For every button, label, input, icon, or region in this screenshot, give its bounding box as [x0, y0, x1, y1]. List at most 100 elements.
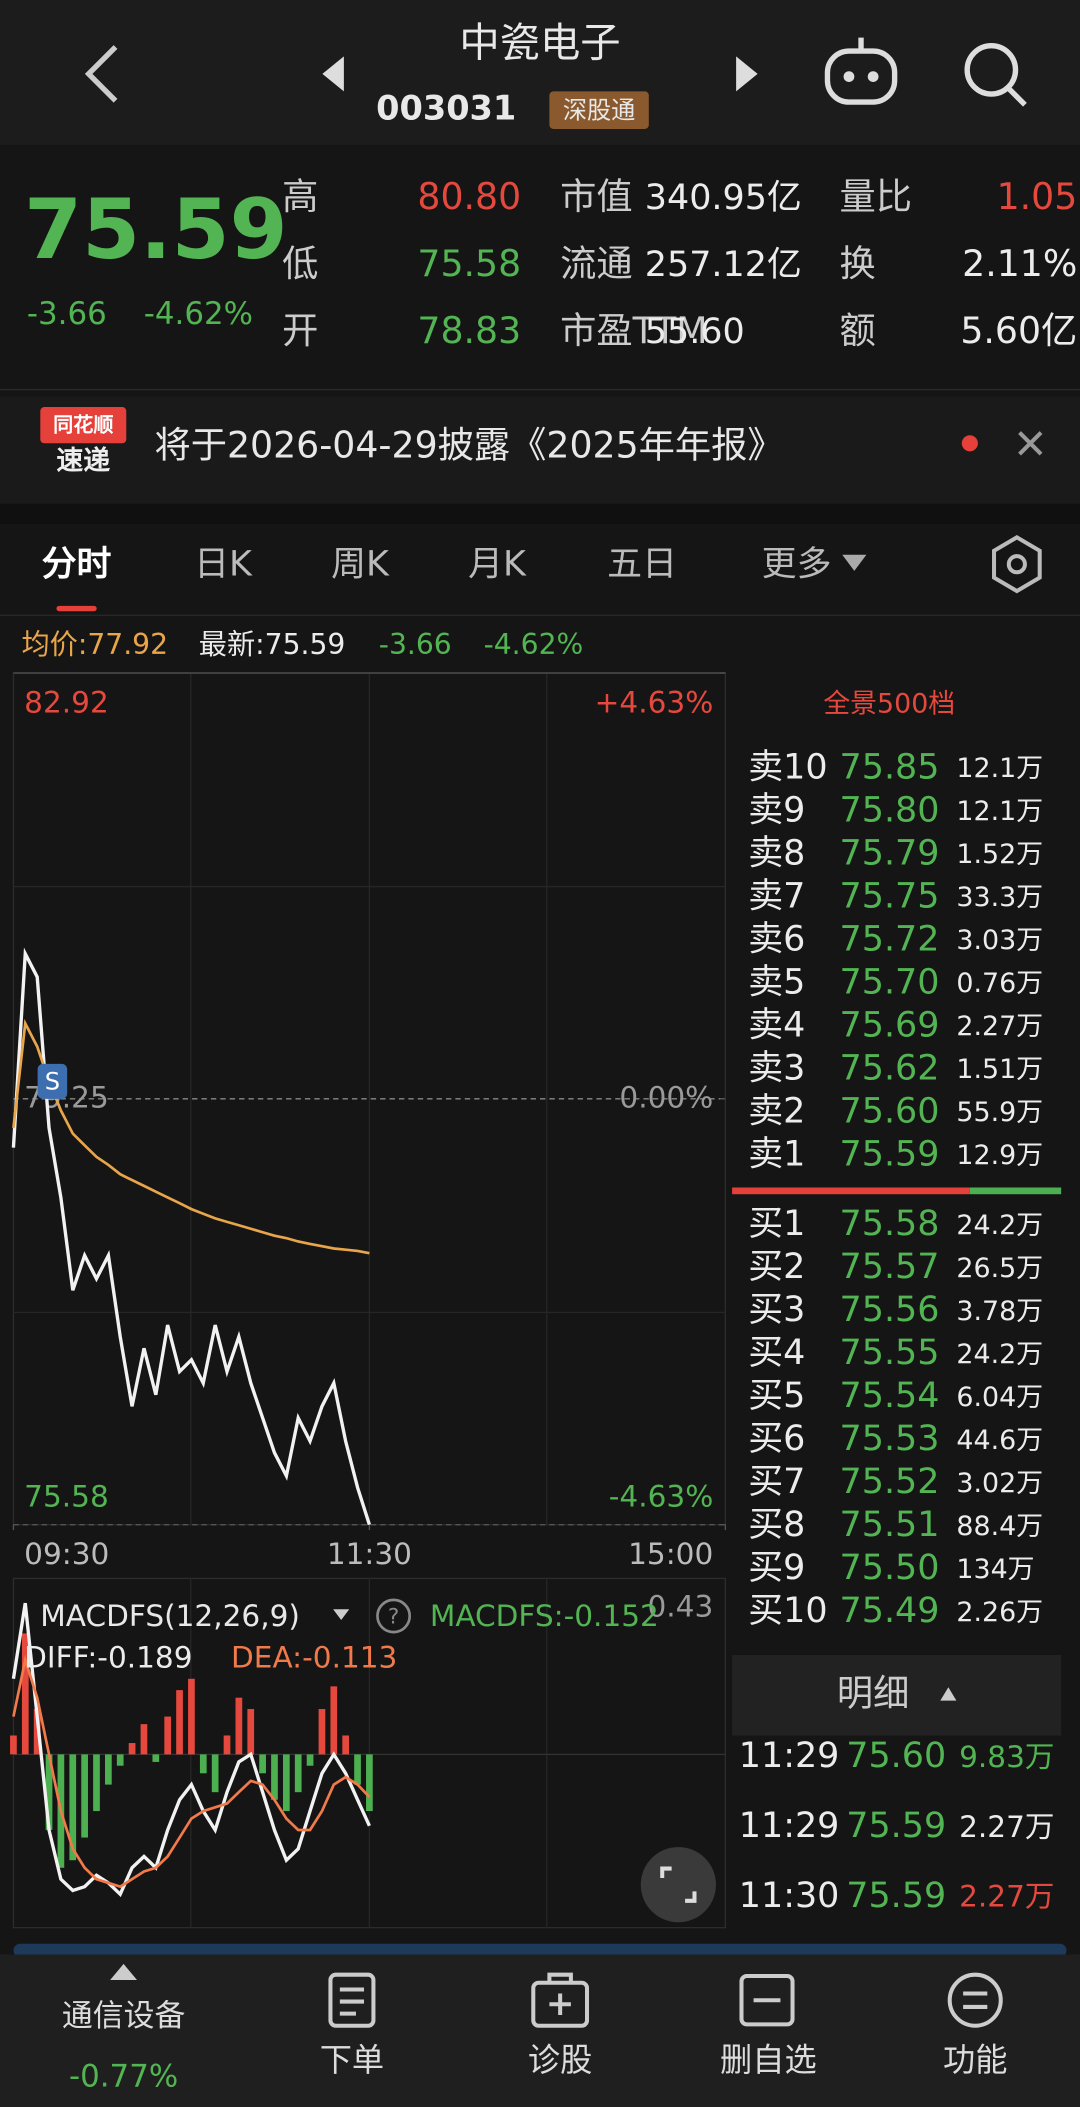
- tab[interactable]: 月K: [468, 545, 527, 585]
- stat-value: 75.58: [417, 242, 521, 285]
- level-label: 买4: [748, 1333, 805, 1373]
- latest-price: 最新:75.59: [199, 628, 346, 661]
- macd-bar: [282, 1754, 290, 1812]
- help-mark: ?: [388, 1604, 399, 1629]
- level-volume: 55.9万: [956, 1097, 1043, 1128]
- level-price: 75.70: [840, 962, 940, 1002]
- fullscreen-button[interactable]: [640, 1847, 716, 1923]
- stat-value: 340.95亿: [645, 178, 802, 218]
- level-label: 买9: [748, 1548, 805, 1588]
- order-book-title[interactable]: 全景500档: [823, 689, 955, 720]
- news-text[interactable]: 将于2026-04-29披露《2025年年报》: [154, 423, 783, 466]
- trade-price: 75.60: [846, 1736, 946, 1776]
- level-label: 买3: [748, 1290, 805, 1330]
- news-bar[interactable]: [0, 396, 1080, 504]
- trade-volume: 2.27万: [959, 1880, 1054, 1914]
- macd-bar: [342, 1735, 350, 1755]
- macd-bar: [128, 1743, 136, 1755]
- scroll-strip: [13, 1943, 1067, 1958]
- nav-item[interactable]: 功能: [943, 2041, 1007, 2079]
- level-volume: 0.76万: [956, 968, 1043, 999]
- level-label: 卖7: [748, 876, 805, 916]
- stock-code: 003031: [376, 89, 516, 128]
- sector-change: -0.77%: [69, 2059, 178, 2095]
- level-price: 75.56: [840, 1290, 940, 1330]
- close-button[interactable]: [1018, 431, 1043, 456]
- level-label: 买2: [748, 1247, 805, 1287]
- change-percent: -4.62%: [144, 296, 253, 332]
- nav-item[interactable]: 删自选: [720, 2041, 817, 2079]
- macd-bar: [69, 1754, 77, 1861]
- signal-badge[interactable]: [37, 1063, 68, 1099]
- macd-title[interactable]: MACDFS(12,26,9): [40, 1599, 300, 1633]
- level-price: 75.69: [840, 1005, 940, 1045]
- details-title[interactable]: 明细: [837, 1671, 910, 1714]
- robot-icon[interactable]: [824, 37, 898, 105]
- macd-bar: [81, 1754, 88, 1838]
- unread-dot: [961, 435, 978, 452]
- price-line: [11, 1602, 371, 1898]
- tab[interactable]: 更多: [762, 545, 832, 585]
- level-price: 75.72: [840, 919, 940, 959]
- level-volume: 2.26万: [956, 1597, 1043, 1628]
- level-price: 75.79: [840, 833, 940, 873]
- x-tick-label: 15:00: [628, 1537, 713, 1571]
- macd-bar: [140, 1724, 148, 1755]
- trade-time: 11:29: [739, 1806, 840, 1846]
- details-header[interactable]: [732, 1654, 1062, 1736]
- level-price: 75.60: [840, 1091, 940, 1131]
- search-icon[interactable]: [964, 42, 1027, 107]
- stat-value: 55.60: [645, 312, 745, 352]
- macd-bar: [116, 1754, 124, 1766]
- nav-item[interactable]: 下单: [320, 2041, 384, 2079]
- sector-name[interactable]: 通信设备: [62, 1998, 186, 2034]
- level-volume: 6.04万: [956, 1382, 1043, 1413]
- badge-top: 同花顺: [53, 412, 113, 436]
- settings-icon-center: [1006, 554, 1027, 575]
- level-volume: 44.6万: [956, 1425, 1043, 1456]
- price: 75.59: [24, 181, 287, 278]
- tab[interactable]: 分时: [42, 545, 112, 585]
- back-button[interactable]: [84, 45, 118, 103]
- macd-bar: [366, 1754, 373, 1812]
- level-label: 卖8: [748, 833, 805, 873]
- change-percent: -4.62%: [484, 628, 584, 661]
- level-price: 75.58: [840, 1204, 940, 1244]
- macd-bar: [259, 1754, 266, 1774]
- change: -3.66: [27, 296, 107, 332]
- settings-icon[interactable]: [992, 534, 1042, 594]
- badge-top-bg: [40, 407, 127, 444]
- macd-bar: [45, 1754, 53, 1830]
- prev-stock[interactable]: [322, 56, 344, 92]
- help-icon[interactable]: [376, 1598, 412, 1634]
- level-label: 卖5: [748, 962, 805, 1002]
- stat-value: 257.12亿: [645, 245, 802, 285]
- trade-volume: 9.83万: [959, 1740, 1054, 1774]
- trade-price: 75.59: [846, 1806, 946, 1846]
- level-price: 75.75: [840, 876, 940, 916]
- details-arrow: [940, 1687, 957, 1701]
- level-volume: 24.2万: [956, 1210, 1043, 1241]
- macd-bar: [330, 1686, 338, 1755]
- tab[interactable]: 周K: [331, 545, 390, 585]
- y-tick-label: 0.43: [647, 1589, 713, 1623]
- macd-bar: [188, 1678, 195, 1755]
- macd-bar: [223, 1735, 231, 1755]
- level-label: 卖4: [748, 1005, 805, 1045]
- x-tick-label: 09:30: [24, 1537, 109, 1571]
- level-label: 卖9: [748, 790, 805, 830]
- layout-grid: [13, 673, 726, 1525]
- tab[interactable]: 日K: [194, 545, 253, 585]
- tab[interactable]: 五日: [607, 545, 677, 585]
- stat-value: 1.05: [997, 175, 1078, 218]
- legend-dea: DEA:-0.113: [231, 1641, 397, 1675]
- nav-item[interactable]: 诊股: [528, 2041, 592, 2079]
- next-stock[interactable]: [736, 56, 758, 92]
- price-line: [12, 1654, 371, 1889]
- level-label: 卖6: [748, 919, 805, 959]
- level-price: 75.80: [840, 790, 940, 830]
- macd-bar: [271, 1754, 278, 1800]
- y-tick-label: 75.58: [24, 1479, 109, 1513]
- tag-bg: [549, 91, 649, 129]
- buy-sell-bar-red: [732, 1187, 970, 1195]
